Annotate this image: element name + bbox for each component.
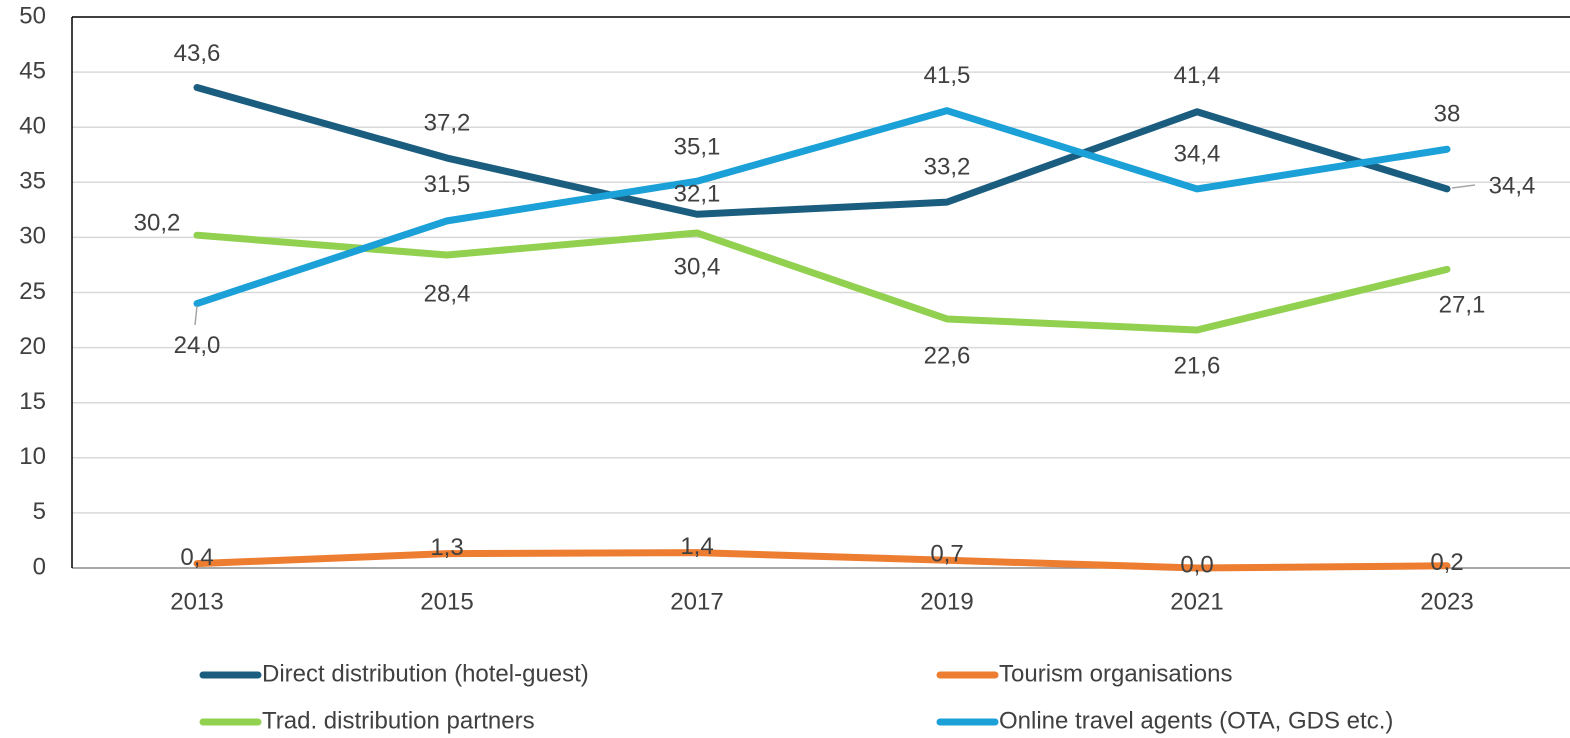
data-label: 1,3 — [430, 534, 463, 561]
data-label: 28,4 — [424, 280, 471, 307]
data-label: 24,0 — [174, 332, 221, 359]
data-label: 0,2 — [1430, 549, 1463, 576]
legend-label: Direct distribution (hotel-guest) — [262, 660, 589, 687]
data-label: 35,1 — [674, 134, 721, 161]
legend-label: Tourism organisations — [999, 660, 1232, 687]
data-label: 21,6 — [1174, 352, 1221, 379]
y-tick-label: 25 — [19, 278, 46, 305]
y-tick-label: 10 — [19, 443, 46, 470]
y-tick-label: 0 — [33, 553, 46, 580]
data-label: 30,4 — [674, 253, 721, 280]
legend-label: Online travel agents (OTA, GDS etc.) — [999, 707, 1393, 734]
x-tick-label: 2019 — [920, 588, 973, 615]
y-tick-label: 15 — [19, 388, 46, 415]
y-tick-label: 30 — [19, 223, 46, 250]
legend-label: Trad. distribution partners — [262, 707, 535, 734]
leader-line — [1451, 184, 1476, 189]
data-label: 0,7 — [930, 541, 963, 568]
data-label: 34,4 — [1174, 140, 1221, 167]
y-tick-label: 40 — [19, 113, 46, 140]
data-label: 37,2 — [424, 109, 471, 136]
y-tick-label: 35 — [19, 168, 46, 195]
data-label: 38 — [1434, 101, 1461, 128]
line-series — [193, 107, 1451, 308]
data-label: 41,4 — [1174, 62, 1221, 89]
data-label: 27,1 — [1439, 292, 1486, 319]
data-label: 33,2 — [924, 153, 971, 180]
y-tick-label: 45 — [19, 57, 46, 84]
data-label: 0,0 — [1180, 551, 1213, 578]
data-label: 22,6 — [924, 342, 971, 369]
line-series — [193, 229, 1451, 334]
y-tick-label: 50 — [19, 2, 46, 29]
y-tick-label: 20 — [19, 333, 46, 360]
y-tick-label: 5 — [33, 498, 46, 525]
data-label: 31,5 — [424, 171, 471, 198]
x-tick-label: 2023 — [1420, 588, 1473, 615]
data-label: 1,4 — [680, 533, 713, 560]
data-label: 41,5 — [924, 62, 971, 89]
leader-line — [194, 305, 198, 326]
x-tick-label: 2017 — [670, 588, 723, 615]
data-label: 0,4 — [180, 544, 213, 571]
line-series — [193, 84, 1451, 218]
data-label: 30,2 — [134, 210, 181, 237]
data-label: 32,1 — [674, 181, 721, 208]
data-label: 34,4 — [1489, 172, 1536, 199]
x-tick-label: 2013 — [170, 588, 223, 615]
x-tick-label: 2021 — [1170, 588, 1223, 615]
line-series — [193, 549, 1451, 572]
x-tick-label: 2015 — [420, 588, 473, 615]
data-label: 43,6 — [174, 40, 221, 67]
